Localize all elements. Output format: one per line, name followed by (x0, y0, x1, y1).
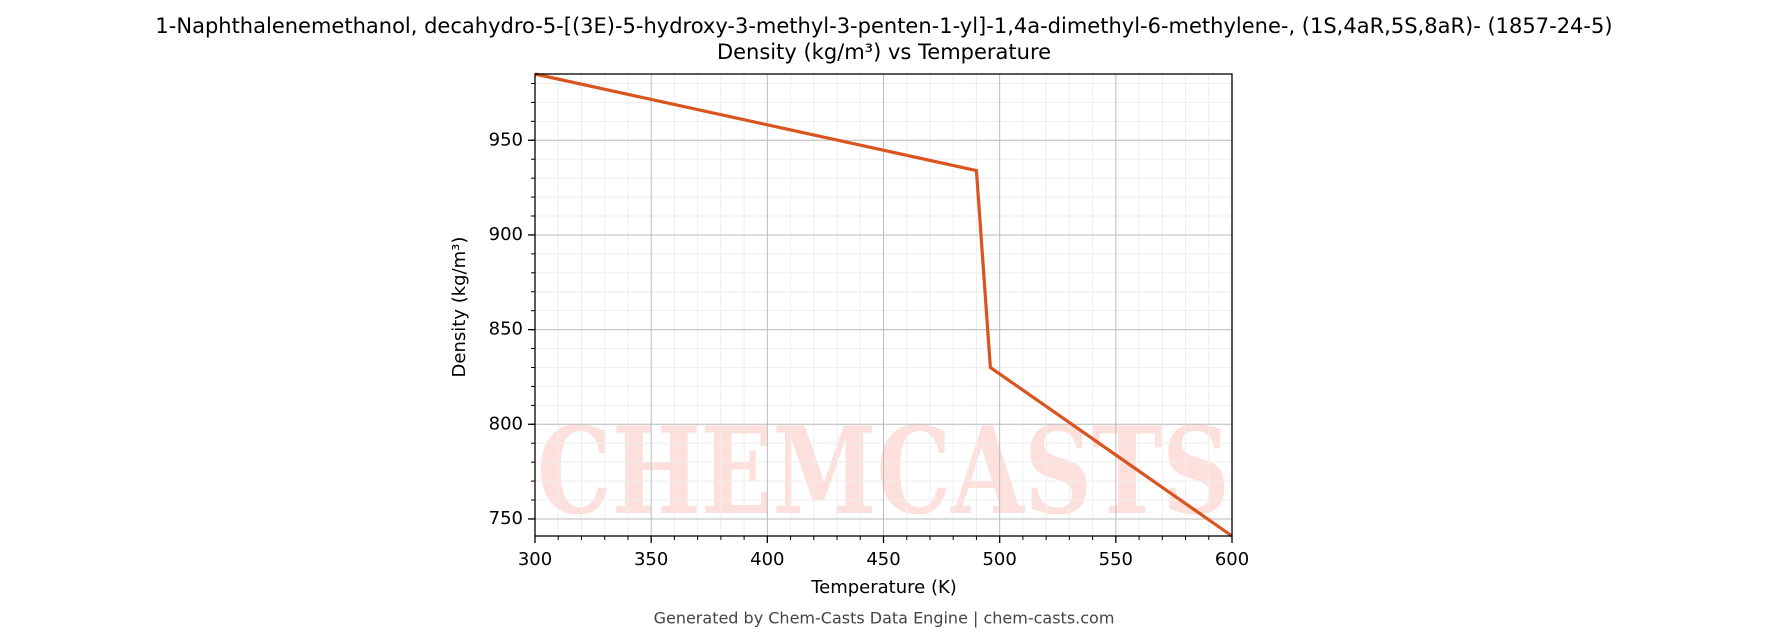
y-tick-label: 750 (489, 508, 523, 529)
y-axis-label: Density (kg/m³) (449, 237, 470, 378)
chart-title: 1-Naphthalenemethanol, decahydro-5-[(3E)… (155, 14, 1612, 38)
data-line (534, 72, 1233, 538)
chart-subtitle: Density (kg/m³) vs Temperature (717, 40, 1051, 64)
y-tick-label: 850 (489, 319, 523, 340)
footer: Generated by Chem-Casts Data Engine | ch… (654, 609, 1115, 628)
x-tick-label: 400 (750, 549, 784, 570)
x-tick-label: 500 (982, 549, 1016, 570)
plot-frame (534, 73, 1233, 537)
y-tick-label: 800 (489, 413, 523, 434)
y-tick-label: 900 (489, 224, 523, 245)
y-tick-label: 950 (489, 129, 523, 150)
x-tick-label: 300 (518, 549, 552, 570)
x-axis-label: Temperature (K) (810, 577, 957, 598)
x-tick-label: 600 (1215, 549, 1249, 570)
x-tick-label: 450 (866, 549, 900, 570)
x-tick-label: 550 (1099, 549, 1133, 570)
x-tick-label: 350 (634, 549, 668, 570)
